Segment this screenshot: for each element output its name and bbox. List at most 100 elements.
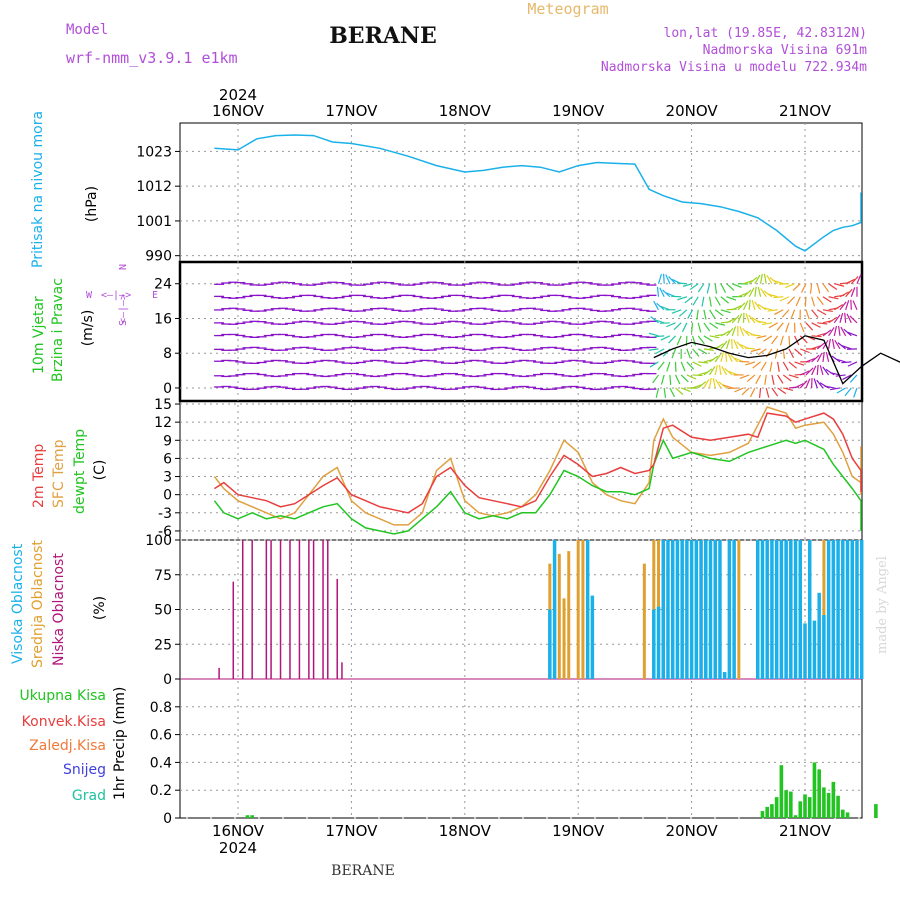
compass-n: N bbox=[118, 264, 129, 270]
high-cloud-bar bbox=[836, 540, 840, 679]
wind-arrow bbox=[853, 387, 858, 398]
wind-arrow bbox=[746, 374, 756, 382]
wind-arrow bbox=[788, 335, 791, 346]
wind-arrow bbox=[715, 379, 722, 389]
wind-arrow bbox=[757, 303, 767, 311]
cloud-unit: (%) bbox=[92, 596, 108, 620]
high-cloud-bar bbox=[718, 540, 722, 679]
model-elevation-text: Nadmorska Visina u modelu 722.934m bbox=[601, 60, 867, 75]
precip-bar bbox=[245, 815, 250, 818]
wind-arrow bbox=[799, 380, 808, 389]
wind-arrow bbox=[734, 387, 744, 393]
wind-series bbox=[214, 273, 900, 398]
wind-arrow bbox=[834, 283, 845, 287]
precip-bar bbox=[793, 815, 798, 818]
high-cloud-bar bbox=[689, 540, 694, 679]
cloud-tick-label: 100 bbox=[145, 533, 172, 549]
wind-arrow bbox=[690, 322, 694, 333]
station-title: BERANE bbox=[329, 23, 437, 49]
wind-arrow bbox=[721, 365, 728, 376]
low-cloud-bar bbox=[251, 540, 253, 679]
wind-arrow bbox=[856, 274, 862, 284]
wind-arrow bbox=[714, 343, 725, 350]
wind-arrow bbox=[680, 387, 691, 393]
precip-tick-label: 0.6 bbox=[150, 728, 172, 744]
mid-cloud-bar bbox=[576, 540, 580, 679]
wind-arrow bbox=[677, 296, 688, 301]
precip-bar bbox=[841, 809, 845, 818]
wind-arrow bbox=[673, 322, 682, 331]
high-cloud-bar bbox=[770, 540, 774, 679]
precip-bar bbox=[831, 781, 836, 818]
model-label: Model bbox=[66, 22, 108, 38]
temp-tick-label: 15 bbox=[154, 397, 172, 413]
wind-arrow bbox=[714, 365, 718, 376]
precip-bar bbox=[789, 791, 793, 818]
wind-arrow bbox=[800, 283, 807, 293]
high-cloud-bar bbox=[694, 540, 699, 679]
wind-arrow bbox=[850, 287, 856, 297]
wind-arrow bbox=[703, 335, 713, 342]
wind-arrow bbox=[653, 300, 660, 311]
wind-arrow bbox=[799, 322, 805, 333]
wind-arrow bbox=[811, 354, 820, 363]
wind-arrow bbox=[682, 283, 693, 287]
wind-arrow bbox=[833, 314, 841, 324]
pressure-tick-label: 990 bbox=[145, 249, 172, 265]
precip-bar bbox=[784, 790, 788, 818]
wind-arrow bbox=[720, 352, 724, 363]
low-cloud-bar bbox=[308, 540, 310, 679]
wind-arrow bbox=[726, 296, 737, 301]
high-cloud-bar bbox=[675, 540, 680, 679]
wind-arrow bbox=[790, 309, 796, 320]
wind-arrow bbox=[849, 315, 858, 324]
low-cloud-bar bbox=[312, 540, 315, 679]
wind-arrow bbox=[715, 322, 726, 326]
wind-arrow bbox=[663, 387, 667, 398]
compass-e: E bbox=[152, 290, 158, 301]
sfc-temp-line bbox=[213, 406, 862, 526]
cloud-high-label: Visoka Oblacnost bbox=[10, 543, 26, 664]
wind-arrow bbox=[839, 291, 850, 298]
wind-arrow bbox=[745, 313, 750, 324]
wind-arrow bbox=[663, 273, 665, 284]
low-cloud-bar bbox=[279, 540, 282, 679]
high-cloud-bar bbox=[713, 540, 717, 679]
made-by-watermark: made by Angel bbox=[875, 556, 890, 654]
high-cloud-bar bbox=[652, 609, 656, 679]
wind-arrow bbox=[795, 296, 801, 307]
wind-arrow bbox=[835, 374, 846, 377]
wind-arrow bbox=[794, 373, 805, 376]
wind-arrow bbox=[831, 338, 835, 349]
mid-cloud-bar bbox=[642, 563, 646, 679]
wind-arrow bbox=[696, 309, 699, 320]
cloud-low-label: Niska Oblacnost bbox=[51, 553, 67, 666]
wind-arrow bbox=[725, 339, 731, 350]
precip-bar bbox=[817, 769, 821, 818]
wind-arrow bbox=[724, 351, 728, 362]
wind-arrow bbox=[788, 374, 799, 379]
wind-arrow bbox=[774, 348, 779, 359]
high-cloud-bar bbox=[666, 540, 670, 679]
panel-frame-precip bbox=[179, 678, 863, 819]
wind-arrow bbox=[805, 378, 811, 389]
pressure-tick-label: 1012 bbox=[136, 179, 172, 195]
wind-arrow bbox=[782, 361, 789, 371]
cloud-mid-label: Srednja Oblacnost bbox=[30, 540, 46, 668]
wind-arrow bbox=[771, 374, 775, 385]
wind-arrow bbox=[748, 299, 751, 310]
wind-arrow bbox=[652, 374, 660, 384]
wind-arrow bbox=[737, 292, 748, 298]
wind-speed-line bbox=[653, 335, 900, 385]
wind-arrow bbox=[709, 355, 719, 363]
wind-arrow bbox=[758, 387, 762, 398]
wind-arrow bbox=[811, 365, 817, 376]
wind-arrow bbox=[769, 277, 778, 285]
wind-arrow bbox=[755, 374, 762, 384]
wind-arrow bbox=[739, 374, 750, 379]
wind-arrow bbox=[822, 309, 833, 313]
wind-arrow bbox=[840, 326, 847, 337]
pressure-unit: (hPa) bbox=[84, 186, 100, 222]
wind-arrow bbox=[678, 309, 688, 317]
